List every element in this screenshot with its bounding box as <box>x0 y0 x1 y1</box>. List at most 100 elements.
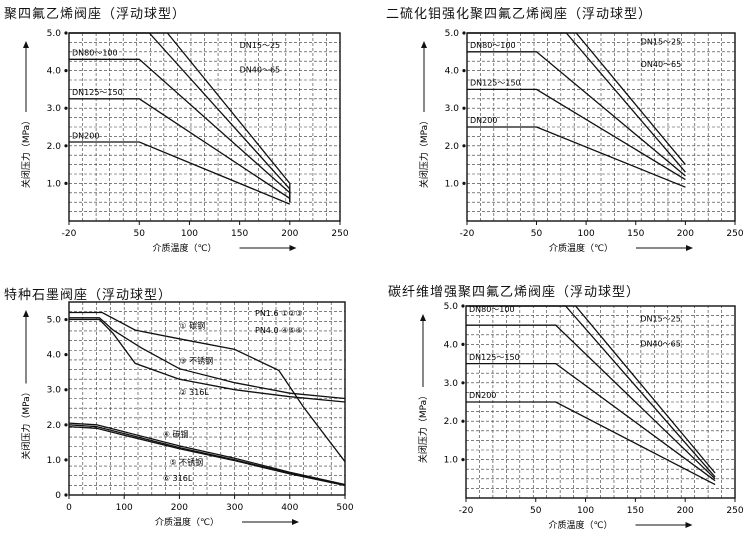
series-label: ③ 不锈钢 <box>179 355 213 365</box>
series-label: ⑤ 不锈钢 <box>169 457 203 467</box>
y-tick-label: 3.0 <box>444 379 459 389</box>
x-tick-label: 150 <box>231 229 248 239</box>
series-label: DN125～150 <box>72 88 123 97</box>
x-tick-label: 200 <box>281 229 298 239</box>
x-axis-arrowhead <box>685 522 693 528</box>
y-tick-dot <box>461 458 465 462</box>
y-axis-arrowhead <box>420 314 426 321</box>
x-tick-label: 200 <box>171 503 188 513</box>
series-label: DN200 <box>470 116 497 125</box>
chart-panel-ptfe: 聚四氟乙烯阀座（浮动球型） -20 50 100 150 200 250 1.0 2.0 3.0… <box>0 0 375 270</box>
x-tick-label: -20 <box>459 506 474 516</box>
y-tick-label: 2.0 <box>444 417 459 427</box>
series-line <box>69 141 291 205</box>
x-tick-label: 250 <box>726 229 743 239</box>
x-tick-label: 300 <box>226 503 243 513</box>
y-tick-label: 2.0 <box>445 142 460 152</box>
chart-panel-mos2: 二硫化钼强化聚四氟乙烯阀座（浮动球型） -20 50 100 150 200 250 1.0… <box>375 0 750 270</box>
x-tick-label: 150 <box>627 229 644 239</box>
series-line <box>467 88 686 181</box>
chart-panel-graphite: 特种石墨阀座（浮动球型） 0 100 200 300 400 500 0 1.0 2.0 3.0 4… <box>0 270 375 541</box>
y-tick-label: 4.0 <box>445 67 460 77</box>
chart-panel-carbon-fiber: 碳纤维增强聚四氟乙烯阀座（浮动球型） -20 50 100 150 200 250 1.0 2… <box>375 270 750 541</box>
chart-title: 特种石墨阀座（浮动球型） <box>4 288 173 303</box>
series-label: ⑥ 316L <box>163 474 193 483</box>
x-tick-label: 250 <box>726 506 743 516</box>
y-tick-dot <box>64 353 68 357</box>
y-tick-label: 4.0 <box>47 351 62 361</box>
chart-title: 碳纤维增强聚四氟乙烯阀座（浮动球型） <box>388 285 641 300</box>
series-line <box>69 98 291 203</box>
y-tick-label: 5.0 <box>445 29 460 39</box>
series-line <box>466 305 716 478</box>
legend-entry: PN1.6 ①②③ <box>255 309 303 318</box>
x-axis-arrowhead <box>289 245 297 251</box>
series-label: DN125～150 <box>469 353 520 362</box>
x-axis-arrowhead <box>686 245 693 251</box>
series-label: DN15～25 <box>641 37 682 46</box>
x-tick-label: -20 <box>460 229 475 239</box>
y-tick-label: 4.0 <box>47 67 62 77</box>
series-label: DN200 <box>72 131 99 140</box>
series-label: DN40～65 <box>640 339 681 348</box>
y-axis-arrowhead <box>23 41 29 48</box>
series-label: DN15～25 <box>640 314 681 323</box>
y-tick-label: 3.0 <box>445 104 460 114</box>
series-line <box>69 318 346 403</box>
y-tick-dot <box>461 419 465 423</box>
chart-title: 二硫化钼强化聚四氟乙烯阀座（浮动球型） <box>386 7 653 22</box>
chart-svg: -20 50 100 150 200 250 1.0 2.0 3.0 4.0 5.0 介质温度（℃） 关… <box>418 29 744 254</box>
y-tick-dot <box>64 388 68 392</box>
y-tick-dot <box>64 493 68 497</box>
y-axis-arrowhead <box>23 310 29 317</box>
series-label: DN40～65 <box>641 60 682 69</box>
x-tick-label: 50 <box>530 506 542 516</box>
x-axis-label: 介质温度（℃） <box>152 242 216 254</box>
chart-svg: 0 100 200 300 400 500 0 1.0 2.0 3.0 4.0 5.0 介质温度（℃） 关… <box>20 301 354 528</box>
x-tick-label: 200 <box>677 506 694 516</box>
y-tick-label: 5.0 <box>47 316 62 326</box>
y-tick-label: 4.0 <box>444 340 459 350</box>
y-tick-label: 2.0 <box>47 421 62 431</box>
y-tick-label: 5.0 <box>444 302 459 312</box>
series-line <box>69 311 346 463</box>
y-tick-dot <box>64 31 68 35</box>
y-tick-dot <box>462 106 466 110</box>
series-label: ④ 碳钢 <box>163 429 189 439</box>
x-tick-label: 250 <box>331 229 348 239</box>
x-tick-label: 100 <box>181 229 198 239</box>
series-label: DN125～150 <box>470 79 521 88</box>
plot-frame <box>68 32 341 222</box>
x-axis-arrowhead <box>292 519 299 525</box>
x-axis-label: 介质温度（℃） <box>155 516 219 528</box>
y-tick-dot <box>461 304 465 308</box>
y-tick-label: 0 <box>55 491 61 501</box>
series-label: DN40～65 <box>240 65 281 74</box>
y-axis-arrowhead <box>421 41 427 48</box>
series-line <box>68 424 346 486</box>
x-tick-label: 100 <box>578 229 595 239</box>
y-tick-label: 1.0 <box>444 456 459 466</box>
y-tick-dot <box>64 144 68 148</box>
y-tick-label: 2.0 <box>47 142 62 152</box>
series-line <box>68 425 346 487</box>
series-line <box>68 422 346 486</box>
x-tick-label: -20 <box>62 229 77 239</box>
y-axis-label: 关闭压力（MPa） <box>418 116 430 188</box>
y-tick-label: 1.0 <box>47 456 62 466</box>
series-label: DN80～100 <box>469 305 515 314</box>
y-tick-dot <box>64 317 68 322</box>
series-line <box>466 324 716 480</box>
y-tick-label: 1.0 <box>47 179 62 189</box>
y-tick-dot <box>64 69 68 73</box>
series-line <box>467 51 686 177</box>
series-line <box>467 32 686 173</box>
x-tick-label: 0 <box>66 503 72 513</box>
y-tick-label: 3.0 <box>47 104 62 114</box>
y-tick-dot <box>462 181 466 185</box>
y-tick-dot <box>64 106 68 110</box>
chart-svg: -20 50 100 150 200 250 1.0 2.0 3.0 4.0 5.0 介质温度（℃） 关… <box>417 302 744 531</box>
series-line <box>69 58 291 203</box>
series-label: DN15～25 <box>240 41 281 50</box>
x-tick-label: 50 <box>531 229 543 239</box>
